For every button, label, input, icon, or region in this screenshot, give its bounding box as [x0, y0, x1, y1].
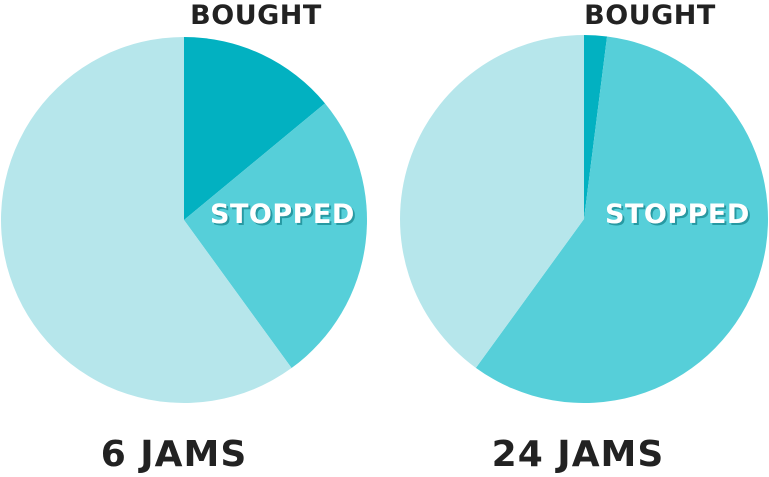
- pie-slice-rest: [0, 36, 292, 403]
- bought-label-24-jams: BOUGHT: [584, 0, 716, 31]
- pie-chart-24-jams: BOUGHT STOPPED 24 JAMS: [400, 0, 769, 475]
- caption-6-jams: 6 JAMS: [101, 434, 248, 475]
- pie-slices-24-jams: [400, 35, 769, 403]
- pie-slice-stopped: [184, 103, 367, 369]
- pie-slices-6-jams: [0, 36, 367, 403]
- caption-24-jams: 24 JAMS: [492, 434, 665, 475]
- pie-slice-bought: [584, 35, 608, 219]
- bought-label-6-jams: BOUGHT: [190, 0, 322, 31]
- pie-slice-stopped: [475, 36, 769, 403]
- stopped-label-6-jams: STOPPED: [210, 199, 355, 230]
- pie-slice-rest: [400, 35, 584, 368]
- stopped-label-24-jams: STOPPED: [605, 199, 750, 230]
- pie-slice-bought: [184, 37, 325, 220]
- pie-chart-6-jams: BOUGHT STOPPED 6 JAMS: [0, 0, 367, 475]
